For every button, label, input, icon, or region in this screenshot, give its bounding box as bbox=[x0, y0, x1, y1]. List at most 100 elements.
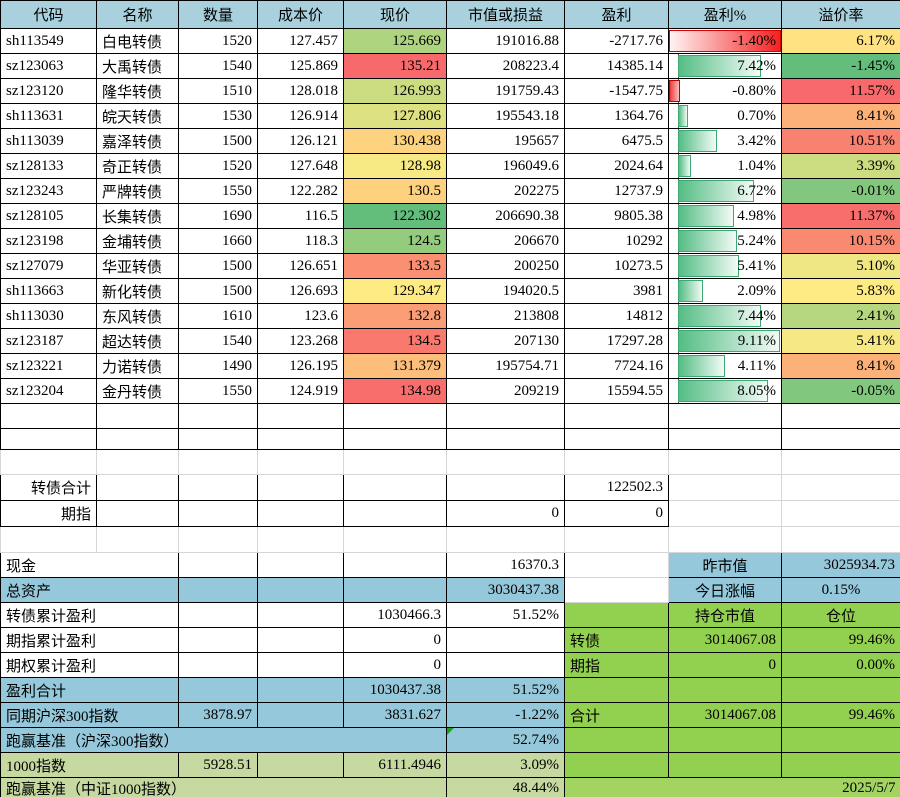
cost-cell[interactable]: 127.648 bbox=[257, 153, 344, 179]
idx1000-start[interactable]: 5928.51 bbox=[178, 752, 258, 778]
profit-cell[interactable]: 9805.38 bbox=[564, 203, 669, 229]
name-cell[interactable]: 严牌转债 bbox=[96, 178, 179, 204]
qty-cell[interactable]: 1500 bbox=[178, 253, 258, 279]
code-cell[interactable]: sz127079 bbox=[0, 253, 97, 279]
empty-cell[interactable] bbox=[178, 552, 258, 578]
value-cell[interactable]: 191759.43 bbox=[446, 78, 565, 104]
value-cell[interactable]: 207130 bbox=[446, 328, 565, 354]
empty-cell[interactable] bbox=[343, 403, 447, 429]
empty-cell[interactable] bbox=[343, 500, 447, 527]
empty-cell[interactable] bbox=[0, 449, 97, 475]
idx1000-label[interactable]: 1000指数 bbox=[0, 752, 179, 778]
empty-cell[interactable] bbox=[96, 449, 179, 475]
empty-cell[interactable] bbox=[781, 752, 900, 778]
hs300-label[interactable]: 同期沪深300指数 bbox=[0, 702, 179, 728]
empty-cell[interactable] bbox=[178, 677, 258, 703]
premium-cell[interactable]: 5.10% bbox=[781, 253, 900, 279]
empty-cell[interactable] bbox=[781, 428, 900, 450]
price-cell[interactable]: 134.98 bbox=[343, 378, 447, 404]
header-qty[interactable]: 数量 bbox=[178, 0, 258, 29]
empty-cell[interactable] bbox=[178, 449, 258, 475]
empty-cell[interactable] bbox=[781, 677, 900, 703]
empty-cell[interactable] bbox=[781, 403, 900, 429]
code-cell[interactable]: sz123221 bbox=[0, 353, 97, 379]
empty-cell[interactable] bbox=[668, 677, 782, 703]
bond-cum-label[interactable]: 转债累计盈利 bbox=[0, 602, 179, 628]
hs300-pct[interactable]: -1.22% bbox=[446, 702, 565, 728]
panel-bond-label[interactable]: 转债 bbox=[564, 627, 669, 653]
futures-label[interactable]: 期指 bbox=[0, 500, 97, 527]
cost-cell[interactable]: 126.914 bbox=[257, 103, 344, 129]
premium-cell[interactable]: 10.15% bbox=[781, 228, 900, 254]
empty-cell[interactable] bbox=[257, 677, 344, 703]
panel-total-label[interactable]: 合计 bbox=[564, 702, 669, 728]
empty-cell[interactable] bbox=[257, 403, 344, 429]
qty-cell[interactable]: 1490 bbox=[178, 353, 258, 379]
value-cell[interactable]: 194020.5 bbox=[446, 278, 565, 304]
profit-cell[interactable]: 17297.28 bbox=[564, 328, 669, 354]
empty-cell[interactable] bbox=[668, 449, 782, 475]
header-name[interactable]: 名称 bbox=[96, 0, 179, 29]
qty-cell[interactable]: 1550 bbox=[178, 378, 258, 404]
empty-cell[interactable] bbox=[446, 652, 565, 678]
hs300-start[interactable]: 3878.97 bbox=[178, 702, 258, 728]
empty-cell[interactable] bbox=[178, 526, 258, 553]
empty-cell[interactable] bbox=[446, 428, 565, 450]
empty-cell[interactable] bbox=[564, 752, 669, 778]
empty-cell[interactable] bbox=[343, 526, 447, 553]
empty-cell[interactable] bbox=[343, 577, 447, 603]
bond-total-label[interactable]: 转债合计 bbox=[0, 474, 97, 501]
empty-cell[interactable] bbox=[96, 403, 179, 429]
profit-total-label[interactable]: 盈利合计 bbox=[0, 677, 179, 703]
profit-cell[interactable]: 15594.55 bbox=[564, 378, 669, 404]
empty-cell[interactable] bbox=[96, 428, 179, 450]
value-cell[interactable]: 196049.6 bbox=[446, 153, 565, 179]
empty-cell[interactable] bbox=[343, 428, 447, 450]
profit-pct-cell[interactable]: 6.72% bbox=[668, 178, 782, 204]
empty-cell[interactable] bbox=[343, 552, 447, 578]
empty-cell[interactable] bbox=[257, 552, 344, 578]
price-cell[interactable]: 131.379 bbox=[343, 353, 447, 379]
empty-cell[interactable] bbox=[668, 727, 782, 753]
qty-cell[interactable]: 1530 bbox=[178, 103, 258, 129]
profit-pct-cell[interactable]: 4.11% bbox=[668, 353, 782, 379]
header-code[interactable]: 代码 bbox=[0, 0, 97, 29]
code-cell[interactable]: sz128105 bbox=[0, 203, 97, 229]
panel-futures-label[interactable]: 期指 bbox=[564, 652, 669, 678]
cost-cell[interactable]: 123.6 bbox=[257, 303, 344, 329]
code-cell[interactable]: sz123198 bbox=[0, 228, 97, 254]
empty-cell[interactable] bbox=[257, 627, 344, 653]
empty-cell[interactable] bbox=[781, 526, 900, 553]
empty-cell[interactable] bbox=[0, 428, 97, 450]
empty-cell[interactable] bbox=[178, 428, 258, 450]
profit-pct-cell[interactable]: 4.98% bbox=[668, 203, 782, 229]
bond-cum-value[interactable]: 1030466.3 bbox=[343, 602, 447, 628]
value-cell[interactable]: 195754.71 bbox=[446, 353, 565, 379]
name-cell[interactable]: 超达转债 bbox=[96, 328, 179, 354]
panel-bond-position[interactable]: 99.46% bbox=[781, 627, 900, 653]
value-cell[interactable]: 206690.38 bbox=[446, 203, 565, 229]
cost-cell[interactable]: 126.195 bbox=[257, 353, 344, 379]
value-cell[interactable]: 202275 bbox=[446, 178, 565, 204]
empty-cell[interactable] bbox=[564, 727, 669, 753]
yesterday-label[interactable]: 昨市值 bbox=[668, 552, 782, 578]
name-cell[interactable]: 嘉泽转债 bbox=[96, 128, 179, 154]
profit-pct-cell[interactable]: 1.04% bbox=[668, 153, 782, 179]
qty-cell[interactable]: 1540 bbox=[178, 53, 258, 79]
empty-cell[interactable] bbox=[446, 403, 565, 429]
profit-cell[interactable]: 10273.5 bbox=[564, 253, 669, 279]
code-cell[interactable]: sz128133 bbox=[0, 153, 97, 179]
idx1000-pct[interactable]: 3.09% bbox=[446, 752, 565, 778]
today-change-label[interactable]: 今日涨幅 bbox=[668, 577, 782, 603]
name-cell[interactable]: 隆华转债 bbox=[96, 78, 179, 104]
qty-cell[interactable]: 1690 bbox=[178, 203, 258, 229]
empty-cell[interactable] bbox=[668, 526, 782, 553]
empty-cell[interactable] bbox=[257, 500, 344, 527]
premium-cell[interactable]: -0.05% bbox=[781, 378, 900, 404]
premium-cell[interactable]: 5.83% bbox=[781, 278, 900, 304]
header-profit-pct[interactable]: 盈利% bbox=[668, 0, 782, 29]
idx1000-now[interactable]: 6111.4946 bbox=[343, 752, 447, 778]
price-cell[interactable]: 126.993 bbox=[343, 78, 447, 104]
profit-cell[interactable]: -2717.76 bbox=[564, 28, 669, 54]
premium-cell[interactable]: 6.17% bbox=[781, 28, 900, 54]
